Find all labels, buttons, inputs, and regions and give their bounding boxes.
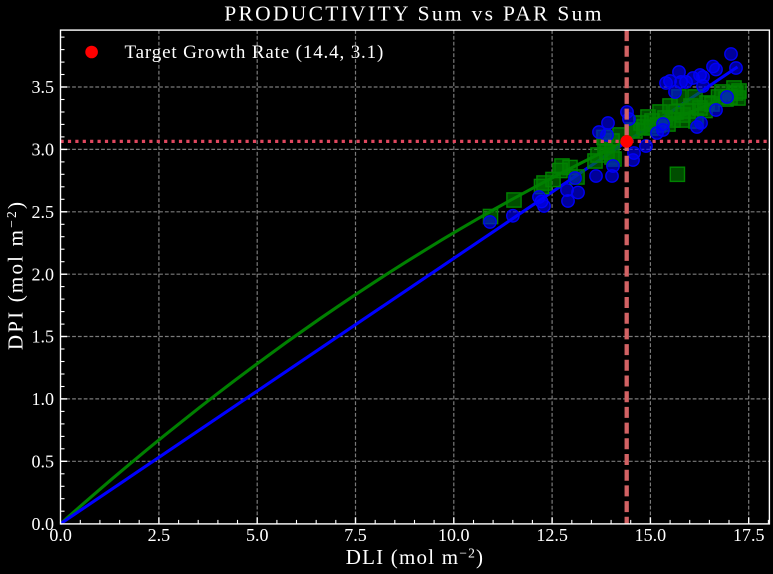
svg-text:2.5: 2.5 — [148, 525, 171, 545]
svg-text:0.0: 0.0 — [32, 514, 55, 534]
svg-text:2.0: 2.0 — [32, 264, 55, 284]
svg-text:2.5: 2.5 — [32, 202, 55, 222]
svg-text:3.5: 3.5 — [32, 77, 55, 97]
svg-text:5.0: 5.0 — [246, 525, 269, 545]
svg-text:1.0: 1.0 — [32, 389, 55, 409]
svg-text:0.5: 0.5 — [32, 451, 55, 471]
svg-text:3.0: 3.0 — [32, 140, 55, 160]
svg-text:10.0: 10.0 — [438, 525, 470, 545]
svg-text:Target Growth Rate (14.4, 3.1): Target Growth Rate (14.4, 3.1) — [125, 42, 385, 63]
svg-text:0.0: 0.0 — [49, 525, 72, 545]
svg-text:7.5: 7.5 — [344, 525, 367, 545]
svg-text:1.5: 1.5 — [32, 327, 55, 347]
svg-text:17.5: 17.5 — [733, 525, 765, 545]
svg-text:15.0: 15.0 — [635, 525, 667, 545]
svg-text:12.5: 12.5 — [536, 525, 568, 545]
svg-text:PRODUCTIVITY Sum vs PAR Sum: PRODUCTIVITY Sum vs PAR Sum — [224, 2, 604, 26]
